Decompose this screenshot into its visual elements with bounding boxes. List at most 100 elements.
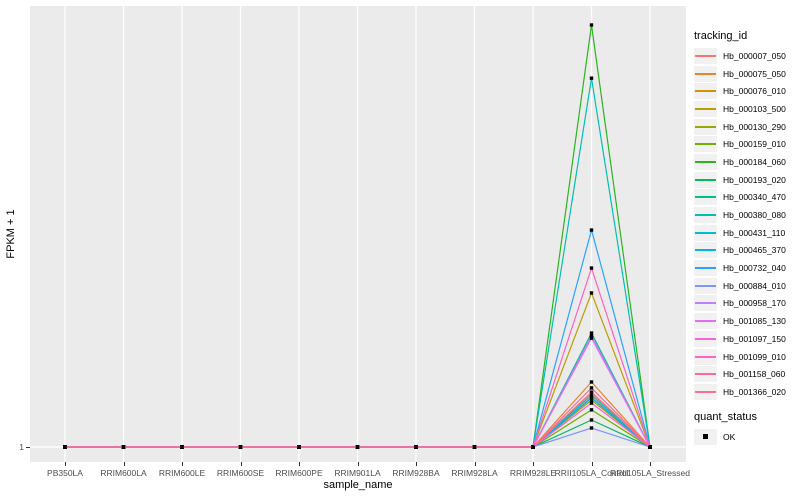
line-swatch-icon: [695, 196, 716, 199]
legend-key-swatch: [694, 277, 717, 294]
line-swatch-icon: [695, 178, 716, 181]
legend-entry-Hb_001158_060: Hb_001158_060: [694, 365, 798, 383]
line-swatch-icon: [695, 320, 716, 323]
point-marker: [472, 445, 477, 449]
legend-entry-label: Hb_001085_130: [723, 316, 786, 327]
x-tick-mark: [182, 462, 183, 466]
legend-entry-label: Hb_000075_050: [723, 68, 786, 79]
point-marker: [648, 445, 652, 449]
line-swatch-icon: [695, 125, 716, 128]
point-marker: [63, 445, 67, 449]
legend-entry-label: Hb_000958_170: [723, 298, 786, 309]
point-marker: [589, 336, 594, 340]
line-swatch-icon: [695, 302, 716, 305]
x-tick-mark: [240, 462, 242, 466]
legend-entry-label: OK: [723, 431, 736, 442]
legend-entry-ok: OK: [694, 428, 798, 446]
legend-entry-label: Hb_000884_010: [723, 280, 786, 291]
legend-entry-label: Hb_000159_010: [723, 139, 786, 150]
point-marker: [589, 266, 594, 270]
legend-quant-status: quant_status OK: [694, 411, 798, 446]
legend-key-swatch: [694, 313, 717, 330]
point-marker: [589, 426, 594, 430]
legend-entry-Hb_000431_110: Hb_000431_110: [694, 224, 798, 242]
x-tick-mark: [299, 462, 300, 466]
point-marker: [589, 331, 594, 335]
legend: tracking_id Hb_000007_050 Hb_000075_050 Hb…: [694, 30, 798, 445]
legend-entry-Hb_000007_050: Hb_000007_050: [694, 47, 798, 65]
point-marker: [589, 390, 594, 394]
legend-key-swatch: [694, 153, 717, 170]
square-marker-icon: [703, 434, 708, 439]
point-marker: [297, 445, 301, 449]
point-marker: [589, 401, 594, 405]
y-tick-label: 1: [19, 442, 24, 452]
legend-key-swatch: [694, 348, 717, 365]
legend-key-ok: [694, 428, 717, 445]
legend-entry-label: Hb_001097_150: [723, 333, 786, 344]
point-marker: [589, 228, 594, 232]
line-swatch-icon: [695, 72, 716, 75]
plot-panel: [30, 6, 686, 462]
point-marker: [589, 291, 594, 295]
point-marker: [238, 445, 243, 449]
legend-key-swatch: [694, 224, 717, 241]
x-tick-label-RRIM928BA: RRIM928BA: [392, 468, 440, 478]
line-swatch-icon: [695, 337, 716, 340]
point-marker: [589, 408, 594, 412]
legend-key-swatch: [694, 242, 717, 259]
legend-entry-Hb_000380_080: Hb_000380_080: [694, 206, 798, 224]
line-swatch-icon: [695, 160, 716, 163]
line-swatch-icon: [695, 143, 716, 146]
plot-area: [30, 6, 686, 462]
legend-entry-label: Hb_000103_500: [723, 103, 786, 114]
legend-title-quant-status: quant_status: [694, 410, 757, 423]
legend-entry-Hb_000958_170: Hb_000958_170: [694, 295, 798, 313]
legend-entry-Hb_000184_060: Hb_000184_060: [694, 153, 798, 171]
x-tick-label-PB350LA: PB350LA: [47, 468, 83, 478]
x-tick-label-RRIM600SE: RRIM600SE: [216, 468, 265, 478]
legend-entry-label: Hb_000184_060: [723, 156, 786, 167]
legend-entry-label: Hb_000340_470: [723, 192, 786, 203]
x-tick-label-RRIM600LE: RRIM600LE: [158, 468, 206, 478]
legend-key-swatch: [694, 383, 717, 400]
point-marker: [355, 445, 360, 449]
legend-entry-label: Hb_001099_010: [723, 351, 786, 362]
x-tick-label-RRII105LA_Control: RRII105LA_Control: [554, 468, 629, 478]
x-tick-label-RRIM600LA: RRIM600LA: [100, 468, 147, 478]
legend-entry-Hb_000884_010: Hb_000884_010: [694, 277, 798, 295]
y-tick-mark: [26, 447, 30, 448]
legend-entry-label: Hb_000193_020: [723, 174, 786, 185]
legend-entry-Hb_000130_290: Hb_000130_290: [694, 118, 798, 136]
line-swatch-icon: [695, 54, 716, 57]
x-tick-mark: [123, 462, 125, 466]
legend-entries: Hb_000007_050 Hb_000075_050 Hb_000076_010 H…: [694, 47, 798, 401]
x-tick-label-RRIM928LE: RRIM928LE: [509, 468, 557, 478]
line-swatch-icon: [695, 249, 716, 252]
point-marker: [589, 398, 594, 402]
point-marker: [589, 393, 594, 397]
point-marker: [589, 396, 594, 400]
legend-entry-label: Hb_000465_370: [723, 245, 786, 256]
legend-entry-label: Hb_000380_080: [723, 210, 786, 221]
line-swatch-icon: [695, 284, 716, 287]
line-swatch-icon: [695, 90, 716, 93]
legend-entry-label: Hb_001158_060: [723, 369, 786, 380]
legend-entry-label: Hb_000431_110: [723, 227, 786, 238]
legend-entry-Hb_000193_020: Hb_000193_020: [694, 171, 798, 189]
legend-entry-Hb_001097_150: Hb_001097_150: [694, 330, 798, 348]
x-tick-label-RRIM928LA: RRIM928LA: [451, 468, 498, 478]
legend-entry-label: Hb_000007_050: [723, 50, 786, 61]
legend-entry-label: Hb_000130_290: [723, 121, 786, 132]
legend-entry-label: Hb_001366_020: [723, 386, 786, 397]
legend-entry-Hb_000075_050: Hb_000075_050: [694, 65, 798, 83]
point-marker: [180, 445, 184, 449]
legend-entry-Hb_001099_010: Hb_001099_010: [694, 348, 798, 366]
legend-key-swatch: [694, 47, 717, 64]
line-swatch-icon: [695, 390, 716, 393]
legend-key-swatch: [694, 330, 717, 347]
point-marker: [589, 23, 594, 27]
legend-entry-label: Hb_000076_010: [723, 86, 786, 97]
point-marker: [589, 76, 594, 80]
